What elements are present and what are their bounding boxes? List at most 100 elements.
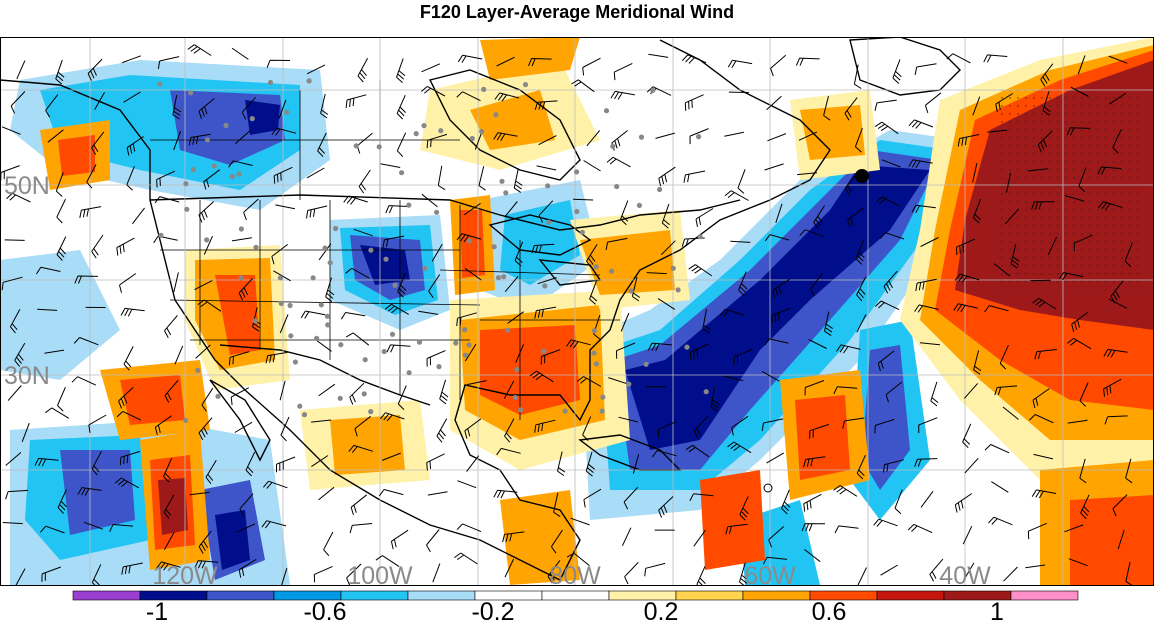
wind-barb	[658, 496, 674, 518]
wind-barb	[436, 418, 448, 443]
lon-label-40w: 40W	[939, 562, 991, 590]
wind-barb	[781, 489, 791, 515]
wind-barb	[766, 95, 782, 111]
wind-barb	[799, 229, 824, 238]
wind-barb	[918, 417, 938, 434]
station-dot	[190, 167, 196, 173]
pos-area-pacific-south-max	[158, 478, 188, 535]
station-dot	[413, 131, 419, 137]
latitude-labels: 50N 30N	[4, 172, 50, 390]
wind-barb	[173, 130, 182, 151]
wind-barb	[358, 169, 371, 194]
wind-barb	[964, 457, 979, 474]
station-dot	[183, 417, 189, 423]
wind-barb	[74, 275, 98, 284]
wind-barb	[279, 380, 286, 401]
wind-barb	[963, 383, 978, 399]
wind-barb	[228, 160, 253, 168]
wind-barb	[553, 492, 561, 518]
station-dot	[297, 403, 303, 409]
wind-barb	[109, 524, 134, 532]
station-dot	[697, 234, 703, 240]
lon-label-120w: 120W	[152, 562, 218, 590]
wind-barb	[343, 195, 368, 205]
wind-barb	[41, 566, 61, 582]
wind-barb	[702, 309, 711, 334]
wind-barb	[1032, 297, 1057, 310]
wind-barb	[454, 552, 478, 565]
station-dot	[204, 237, 210, 243]
wind-barb	[156, 561, 181, 571]
wind-barb	[77, 487, 102, 496]
wind-barb	[766, 452, 785, 464]
station-dot	[514, 366, 520, 373]
neg-area-east-atlantic-inner	[862, 345, 910, 490]
wind-barb	[739, 562, 749, 585]
lon-label-80w: 80W	[549, 562, 601, 590]
wind-barb	[198, 201, 215, 223]
wind-barb	[201, 387, 214, 412]
pos-area-tropical-atlantic-inner	[795, 395, 850, 480]
wind-barb	[987, 129, 1008, 133]
wind-barb	[582, 57, 601, 76]
wind-barb	[719, 308, 745, 317]
wind-barb	[762, 556, 788, 565]
wind-barb	[349, 523, 373, 534]
wind-barb	[119, 273, 137, 293]
coastline-greenland	[849, 37, 961, 96]
wind-barb	[842, 417, 865, 429]
station-dot	[638, 134, 645, 140]
wind-barb	[570, 517, 590, 526]
station-dot	[416, 339, 423, 345]
wind-barb	[1064, 195, 1085, 202]
wind-barb	[652, 450, 677, 458]
station-dot	[591, 350, 597, 356]
colorbar-swatch	[876, 590, 945, 601]
station-dot	[593, 264, 599, 270]
colorbar-tick-label: 1	[990, 598, 1004, 622]
wind-barb	[586, 244, 598, 268]
station-dot	[670, 265, 676, 271]
wind-barb	[188, 133, 211, 146]
wind-barb	[1097, 166, 1122, 175]
wind-barb	[1027, 522, 1047, 540]
station-dot	[322, 245, 328, 251]
wind-barb	[915, 278, 937, 292]
wind-barb	[432, 563, 441, 583]
station-dot	[229, 173, 235, 180]
wind-barb	[493, 489, 518, 499]
wind-barb	[427, 491, 448, 496]
wind-barb	[731, 415, 749, 436]
wind-barb	[504, 201, 518, 218]
wind-barb	[696, 565, 706, 585]
station-dot	[495, 275, 502, 281]
station-dot	[421, 123, 427, 129]
wind-barb	[688, 264, 713, 277]
wind-barb	[632, 454, 640, 474]
wind-barb	[1037, 130, 1053, 153]
wind-barb	[121, 55, 142, 64]
wind-barb	[724, 131, 745, 137]
wind-barb	[883, 270, 898, 294]
station-dot	[684, 344, 690, 350]
wind-barb	[657, 298, 676, 310]
station-dot	[541, 348, 547, 354]
station-dot	[436, 364, 442, 370]
wind-barb	[56, 236, 67, 261]
wind-barb	[456, 312, 477, 327]
station-dot	[434, 209, 440, 215]
wind-barb	[534, 100, 558, 110]
wind-barb	[770, 54, 787, 77]
wind-barb	[317, 132, 327, 158]
station-dot	[562, 408, 568, 414]
station-dot	[422, 265, 428, 271]
wind-barb	[385, 205, 410, 214]
wind-barb	[273, 166, 293, 184]
wind-barb	[478, 166, 486, 191]
wind-barb	[647, 342, 672, 352]
wind-barb	[775, 203, 783, 224]
wind-barb	[1066, 127, 1091, 136]
wind-barb	[993, 263, 1011, 277]
station-dot	[626, 381, 632, 387]
wind-barb	[994, 385, 1018, 396]
